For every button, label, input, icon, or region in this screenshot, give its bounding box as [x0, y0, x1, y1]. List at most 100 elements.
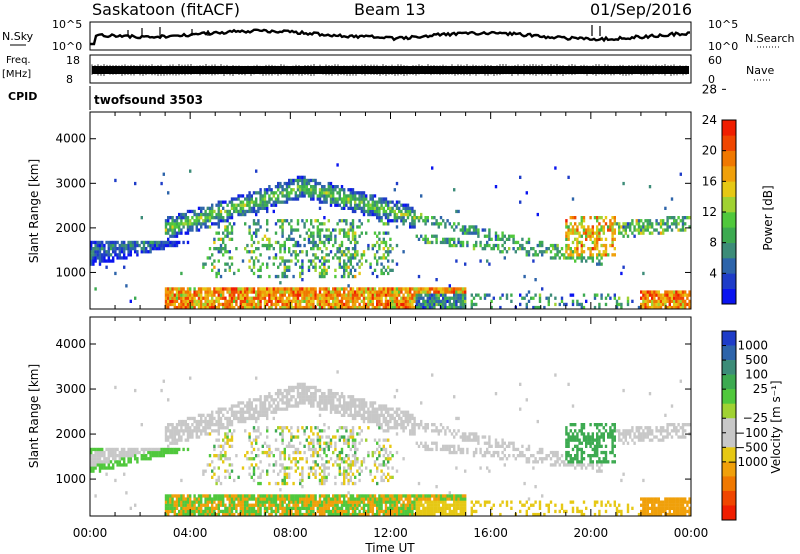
power-cell: [244, 293, 247, 297]
power-cell: [684, 290, 687, 294]
power-cell: [228, 216, 231, 220]
velocity-cell: [369, 413, 372, 417]
velocity-cell: [301, 475, 304, 479]
power-cell: [439, 302, 443, 307]
velocity-cell: [219, 416, 223, 421]
power-cell: [521, 243, 524, 248]
power-cell: [453, 287, 456, 291]
power-cell: [175, 219, 179, 223]
power-cell: [538, 240, 542, 245]
velocity-cell: [312, 450, 315, 455]
power-cell: [268, 287, 271, 291]
velocity-cell: [329, 497, 333, 501]
power-cell: [349, 296, 352, 300]
power-cell: [351, 290, 355, 294]
power-cell: [365, 296, 368, 300]
power-cell: [360, 191, 363, 195]
power-cell: [270, 287, 273, 291]
power-cell: [349, 299, 352, 303]
power-cell: [406, 209, 410, 214]
power-cell: [336, 250, 339, 254]
power-cell: [384, 287, 388, 291]
velocity-cell: [217, 410, 220, 414]
velocity-cell: [321, 475, 324, 479]
velocity-cell: [266, 413, 269, 417]
velocity-cell: [338, 512, 341, 517]
power-cell: [675, 222, 678, 226]
power-cell: [228, 256, 231, 260]
power-cell: [285, 305, 289, 310]
velocity-cell: [228, 475, 231, 479]
power-cell: [664, 296, 667, 300]
power-cell: [508, 247, 511, 251]
power-cell: [378, 302, 381, 307]
velocity-cell: [149, 454, 152, 458]
power-cell: [224, 247, 227, 251]
velocity-cell: [206, 500, 209, 504]
power-cell: [274, 287, 278, 291]
power-cell: [299, 185, 302, 189]
power-cell: [446, 237, 449, 241]
power-cell: [523, 296, 526, 300]
power-cell: [532, 296, 535, 300]
power-cell: [371, 200, 374, 204]
power-cell: [354, 296, 357, 300]
power-cell: [250, 209, 253, 214]
nsky-trace: [90, 25, 691, 46]
velocity-cell: [206, 423, 209, 427]
power-cell: [329, 231, 333, 235]
velocity-cell: [255, 404, 258, 408]
velocity-cell: [169, 497, 172, 501]
power-cell: [371, 194, 374, 198]
velocity-cell: [105, 447, 108, 452]
power-cell: [263, 200, 267, 204]
power-cell: [237, 209, 240, 214]
velocity-cell: [125, 454, 128, 458]
power-cell: [417, 287, 421, 291]
velocity-cell: [270, 410, 273, 414]
velocity-cell: [92, 447, 95, 452]
power-cell: [327, 299, 330, 303]
power-cell: [200, 305, 203, 310]
power-cell: [349, 222, 352, 226]
velocity-cell: [305, 388, 308, 393]
velocity-cell: [226, 457, 229, 461]
power-cell: [90, 240, 93, 245]
power-cell: [371, 247, 374, 251]
power-cell: [413, 296, 416, 300]
velocity-cell: [272, 407, 275, 411]
power-cell: [411, 216, 414, 220]
power-cell: [673, 302, 676, 307]
power-cell: [334, 293, 337, 297]
velocity-cell: [351, 438, 355, 442]
power-cell: [376, 209, 379, 214]
velocity-cell: [233, 404, 236, 408]
power-cell: [499, 250, 502, 254]
velocity-cell: [92, 466, 95, 470]
power-cell: [461, 299, 465, 303]
power-cell: [547, 299, 550, 303]
velocity-cell: [351, 435, 355, 439]
power-cell: [681, 299, 685, 303]
power-cell: [604, 296, 608, 300]
power-cell: [525, 253, 528, 257]
velocity-cell: [136, 457, 139, 461]
power-cell: [345, 302, 348, 307]
velocity-cell: [312, 454, 315, 458]
power-cell: [580, 219, 583, 223]
velocity-cell: [180, 497, 183, 501]
velocity-cell: [351, 497, 355, 501]
velocity-cell: [371, 404, 374, 408]
power-cell: [316, 219, 319, 223]
velocity-cell: [244, 509, 247, 514]
power-cell: [329, 293, 333, 297]
velocity-cell: [239, 509, 242, 514]
velocity-cell: [292, 506, 295, 510]
power-cell: [329, 250, 333, 254]
power-cell: [259, 203, 262, 207]
velocity-cell: [303, 512, 306, 517]
velocity-cell: [244, 503, 247, 507]
velocity-cell: [193, 494, 196, 498]
power-cell: [261, 287, 264, 291]
power-cell: [393, 287, 396, 291]
